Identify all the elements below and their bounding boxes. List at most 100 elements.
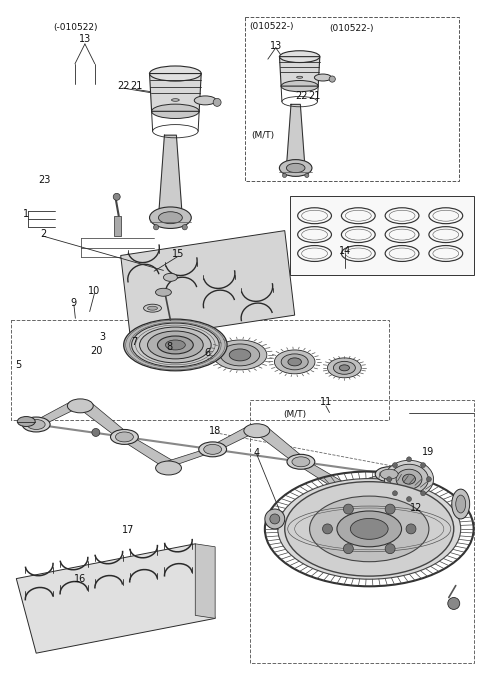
Ellipse shape	[275, 350, 315, 374]
Circle shape	[387, 477, 392, 481]
Polygon shape	[195, 544, 215, 618]
Text: 15: 15	[172, 249, 184, 259]
Ellipse shape	[116, 432, 133, 442]
Ellipse shape	[339, 365, 349, 371]
Circle shape	[323, 524, 333, 534]
Polygon shape	[158, 450, 221, 464]
Text: 21: 21	[130, 81, 142, 91]
Text: 4: 4	[253, 448, 260, 458]
Ellipse shape	[157, 336, 193, 354]
Ellipse shape	[297, 77, 303, 79]
Bar	[12, 320, 389, 420]
Polygon shape	[71, 402, 132, 437]
Text: (010522-): (010522-)	[329, 24, 373, 33]
Ellipse shape	[285, 481, 454, 576]
Ellipse shape	[384, 460, 433, 498]
Polygon shape	[279, 57, 320, 86]
Ellipse shape	[350, 519, 388, 540]
Bar	[250, 399, 474, 663]
Ellipse shape	[199, 442, 227, 457]
Circle shape	[393, 491, 397, 496]
Ellipse shape	[390, 464, 429, 494]
Ellipse shape	[147, 306, 157, 310]
Polygon shape	[158, 135, 182, 218]
Ellipse shape	[27, 420, 45, 429]
Polygon shape	[28, 402, 90, 424]
Text: 22: 22	[117, 81, 129, 91]
Ellipse shape	[156, 288, 171, 297]
Circle shape	[385, 504, 395, 514]
Circle shape	[154, 225, 159, 230]
Ellipse shape	[164, 274, 178, 282]
Circle shape	[420, 462, 426, 468]
Circle shape	[113, 194, 120, 200]
Circle shape	[213, 98, 221, 106]
Circle shape	[265, 509, 285, 529]
Circle shape	[407, 457, 411, 462]
Ellipse shape	[171, 99, 179, 102]
Ellipse shape	[152, 104, 199, 118]
Text: 19: 19	[422, 447, 434, 456]
Ellipse shape	[278, 479, 461, 580]
Ellipse shape	[281, 354, 308, 370]
Circle shape	[393, 462, 397, 468]
Ellipse shape	[281, 81, 318, 91]
Ellipse shape	[144, 304, 161, 312]
Ellipse shape	[166, 340, 185, 350]
Ellipse shape	[110, 429, 138, 444]
Polygon shape	[120, 231, 295, 340]
Circle shape	[270, 514, 280, 524]
Text: 17: 17	[121, 525, 134, 536]
Ellipse shape	[327, 358, 361, 378]
Text: 11: 11	[320, 397, 332, 408]
Ellipse shape	[292, 457, 310, 466]
Ellipse shape	[452, 489, 469, 519]
Text: (M/T): (M/T)	[283, 410, 306, 419]
Polygon shape	[16, 544, 215, 653]
Ellipse shape	[380, 469, 398, 479]
Ellipse shape	[337, 511, 402, 547]
Text: 22: 22	[295, 91, 307, 101]
Text: 20: 20	[91, 346, 103, 355]
Circle shape	[385, 544, 395, 554]
Text: 2: 2	[40, 230, 47, 239]
Circle shape	[406, 524, 416, 534]
Text: 21: 21	[308, 91, 320, 101]
Ellipse shape	[213, 340, 267, 370]
Ellipse shape	[17, 416, 35, 427]
Ellipse shape	[334, 362, 355, 374]
Polygon shape	[204, 427, 267, 450]
Ellipse shape	[156, 461, 181, 475]
Text: 13: 13	[79, 34, 91, 44]
Bar	[245, 17, 459, 181]
Text: 3: 3	[99, 332, 106, 342]
Text: 6: 6	[204, 348, 211, 358]
Circle shape	[305, 173, 309, 177]
Circle shape	[426, 477, 432, 481]
Text: 18: 18	[209, 427, 221, 437]
Ellipse shape	[124, 319, 227, 371]
Ellipse shape	[150, 207, 192, 228]
Text: 5: 5	[15, 360, 21, 370]
Ellipse shape	[229, 349, 251, 361]
Ellipse shape	[244, 424, 270, 437]
Ellipse shape	[22, 417, 50, 432]
Circle shape	[182, 225, 187, 230]
Circle shape	[343, 544, 353, 554]
Circle shape	[92, 429, 100, 437]
Polygon shape	[247, 427, 309, 462]
Text: (010522-): (010522-)	[249, 22, 293, 30]
Text: 1: 1	[23, 209, 29, 219]
Circle shape	[448, 598, 460, 609]
Ellipse shape	[158, 212, 182, 223]
Ellipse shape	[204, 444, 222, 454]
Text: (-010522): (-010522)	[53, 23, 97, 32]
Polygon shape	[287, 104, 305, 168]
Ellipse shape	[287, 454, 315, 469]
Text: 8: 8	[166, 342, 172, 351]
Ellipse shape	[287, 163, 305, 173]
Circle shape	[343, 504, 353, 514]
Text: 7: 7	[131, 337, 137, 347]
Text: (M/T): (M/T)	[252, 131, 275, 139]
Polygon shape	[150, 74, 201, 111]
